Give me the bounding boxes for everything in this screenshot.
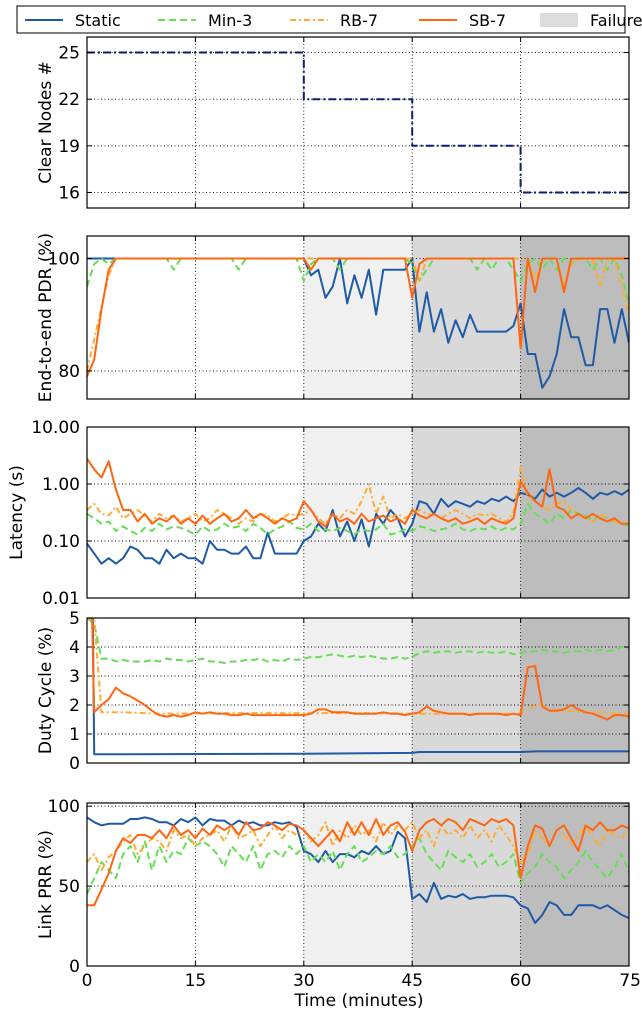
y-tick-label: 25 <box>58 44 80 64</box>
y-tick-label: 4 <box>69 638 80 658</box>
failure-band-2 <box>520 803 629 966</box>
series-line-static <box>87 487 629 565</box>
panel-link-prr: 0 15 30 45 60 75 0 50 100 Link PRR (%) <box>36 797 641 991</box>
failure-band-1 <box>412 618 521 763</box>
y-tick-label: 50 <box>58 877 80 897</box>
y-tick-label: 100 <box>48 249 80 269</box>
legend-label-rb-7: RB-7 <box>340 11 378 30</box>
legend-item-min-3: Min-3 <box>158 11 252 30</box>
series-line-min-3 <box>87 502 629 536</box>
failure-band-0 <box>303 236 413 399</box>
y-tick-label: 1 <box>69 725 80 745</box>
y-axis-label: End-to-end PDR (%) <box>36 233 56 402</box>
series-line-sb-7 <box>87 257 629 377</box>
y-tick-label: 22 <box>58 90 80 110</box>
series-line-sb-7 <box>87 818 629 907</box>
legend-label-min-3: Min-3 <box>208 11 252 30</box>
axes-frame <box>86 426 630 599</box>
legend: Static Min-3 RB-7 SB-7 Failure <box>16 5 642 34</box>
y-tick-label: 0.10 <box>42 532 80 552</box>
legend-label-static: Static <box>75 11 121 30</box>
y-tick-label: 3 <box>69 667 80 687</box>
y-tick-label: 5 <box>69 609 80 629</box>
y-tick-label: 0 <box>69 957 80 977</box>
series-line-min-3 <box>87 618 629 664</box>
axes-frame <box>86 617 630 764</box>
series-line-clear-nodes <box>87 51 629 194</box>
series-line-min-3 <box>87 837 629 895</box>
y-tick-label: 100 <box>48 797 80 817</box>
failure-band-1 <box>412 803 521 966</box>
legend-item-rb-7: RB-7 <box>290 11 378 30</box>
axes-frame <box>86 802 630 967</box>
series-group <box>87 457 629 565</box>
y-tick-label: 10.00 <box>31 418 80 438</box>
legend-item-sb-7: SB-7 <box>419 11 506 30</box>
failure-band-1 <box>412 427 521 598</box>
failure-band-0 <box>303 618 413 763</box>
failure-band-2 <box>520 618 629 763</box>
x-tick-label: 30 <box>293 971 315 991</box>
y-tick-label: 0.01 <box>42 589 80 609</box>
series-group <box>87 257 629 389</box>
series-group <box>87 618 629 756</box>
y-tick-label: 2 <box>69 696 80 716</box>
x-tick-label: 0 <box>82 971 93 991</box>
axes-frame <box>86 36 630 209</box>
x-axis-label: Time (minutes) <box>293 991 423 1011</box>
y-axis-label: Clear Nodes # <box>36 61 56 184</box>
series-line-sb-7 <box>87 457 629 528</box>
y-tick-label: 1.00 <box>42 475 80 495</box>
x-tick-label: 15 <box>185 971 207 991</box>
panel-duty-cycle: 0 1 2 3 4 5 Duty Cycle (%) <box>36 609 630 774</box>
y-axis-label: Duty Cycle (%) <box>36 627 56 754</box>
axes-frame <box>86 235 630 400</box>
y-tick-label: 19 <box>58 137 80 157</box>
x-tick-label: 60 <box>510 971 532 991</box>
failure-band-1 <box>412 236 521 399</box>
panel-latency-s: 0.01 0.10 1.00 10.00 Latency (s) <box>7 418 630 609</box>
legend-item-failure: Failure <box>540 11 642 30</box>
y-tick-label: 80 <box>58 362 80 382</box>
series-line-sb-7 <box>87 618 629 721</box>
x-tick-label: 45 <box>401 971 423 991</box>
y-tick-label: 0 <box>69 754 80 774</box>
y-axis-label: Latency (s) <box>7 465 27 560</box>
series-line-min-3 <box>87 257 629 304</box>
series-group <box>87 816 629 924</box>
y-tick-label: 16 <box>58 183 80 203</box>
legend-label-failure: Failure <box>590 11 642 30</box>
legend-swatch-failure <box>540 13 578 27</box>
y-axis-label: Link PRR (%) <box>36 830 56 939</box>
series-line-rb-7 <box>87 618 629 715</box>
series-group <box>87 51 629 194</box>
legend-item-static: Static <box>25 11 121 30</box>
legend-label-sb-7: SB-7 <box>469 11 506 30</box>
failure-band-0 <box>303 427 413 598</box>
series-line-static <box>87 257 629 389</box>
x-tick-label: 75 <box>619 971 641 991</box>
